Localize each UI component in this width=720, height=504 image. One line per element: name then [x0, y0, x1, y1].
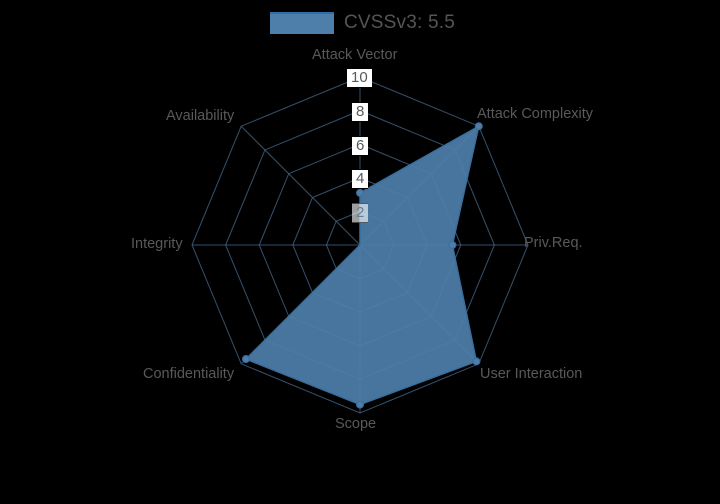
series-vertex-marker [472, 357, 481, 366]
radar-series-polygon [241, 122, 483, 409]
series-vertex-marker [474, 122, 483, 131]
radial-tick-6: 6 [352, 136, 369, 156]
radial-tick-2: 2 [352, 203, 369, 223]
grid-spoke [240, 125, 361, 246]
axis-label-scope: Scope [335, 416, 377, 432]
axis-label-attack-complexity: Attack Complexity [477, 106, 594, 122]
legend-label-cvss: CVSSv3: 5.5 [344, 12, 455, 33]
axis-label-integrity: Integrity [131, 236, 183, 252]
radial-tick-4: 4 [352, 169, 369, 189]
axis-label-confidentiality: Confidentiality [143, 366, 235, 382]
axis-label-priv-req: Priv.Req. [524, 235, 583, 251]
axis-label-user-interaction: User Interaction [480, 366, 583, 382]
chart-legend: CVSSv3: 5.5 [270, 10, 455, 36]
series-vertex-marker [241, 355, 250, 364]
series-vertex-marker [448, 241, 457, 250]
series-vertex-marker [356, 400, 365, 409]
radial-tick-8: 8 [352, 102, 369, 122]
axis-label-attack-vector: Attack Vector [312, 47, 398, 63]
series-vertex-marker [356, 188, 365, 197]
axis-label-availability: Availability [166, 108, 235, 124]
legend-swatch-icon [270, 12, 334, 34]
series-area [244, 124, 480, 406]
radial-tick-10: 10 [347, 68, 372, 88]
